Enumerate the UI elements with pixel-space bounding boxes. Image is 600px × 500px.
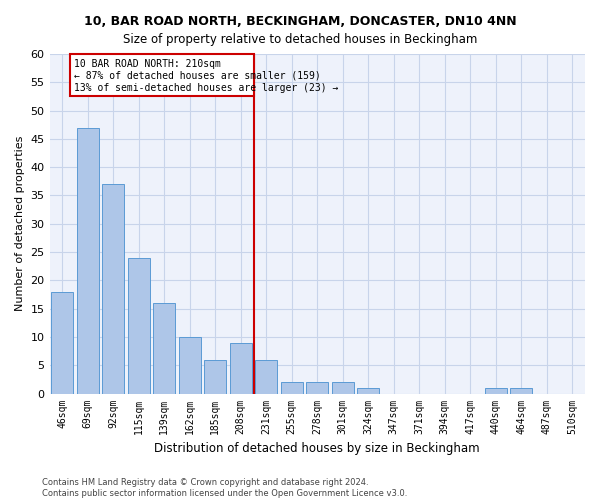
FancyBboxPatch shape — [70, 54, 254, 96]
Y-axis label: Number of detached properties: Number of detached properties — [15, 136, 25, 312]
X-axis label: Distribution of detached houses by size in Beckingham: Distribution of detached houses by size … — [154, 442, 480, 455]
Bar — [103, 184, 124, 394]
Bar — [205, 360, 226, 394]
Bar — [332, 382, 353, 394]
Bar — [511, 388, 532, 394]
Bar — [230, 342, 251, 394]
Text: 10 BAR ROAD NORTH: 210sqm: 10 BAR ROAD NORTH: 210sqm — [74, 58, 221, 68]
Bar — [307, 382, 328, 394]
Bar — [154, 303, 175, 394]
Text: ← 87% of detached houses are smaller (159): ← 87% of detached houses are smaller (15… — [74, 71, 320, 81]
Bar — [52, 292, 73, 394]
Text: Contains HM Land Registry data © Crown copyright and database right 2024.
Contai: Contains HM Land Registry data © Crown c… — [42, 478, 407, 498]
Bar — [77, 128, 98, 394]
Bar — [281, 382, 302, 394]
Text: 10, BAR ROAD NORTH, BECKINGHAM, DONCASTER, DN10 4NN: 10, BAR ROAD NORTH, BECKINGHAM, DONCASTE… — [83, 15, 517, 28]
Bar — [358, 388, 379, 394]
Text: 13% of semi-detached houses are larger (23) →: 13% of semi-detached houses are larger (… — [74, 84, 338, 94]
Bar — [256, 360, 277, 394]
Bar — [485, 388, 506, 394]
Bar — [179, 337, 200, 394]
Text: Size of property relative to detached houses in Beckingham: Size of property relative to detached ho… — [123, 32, 477, 46]
Bar — [128, 258, 149, 394]
